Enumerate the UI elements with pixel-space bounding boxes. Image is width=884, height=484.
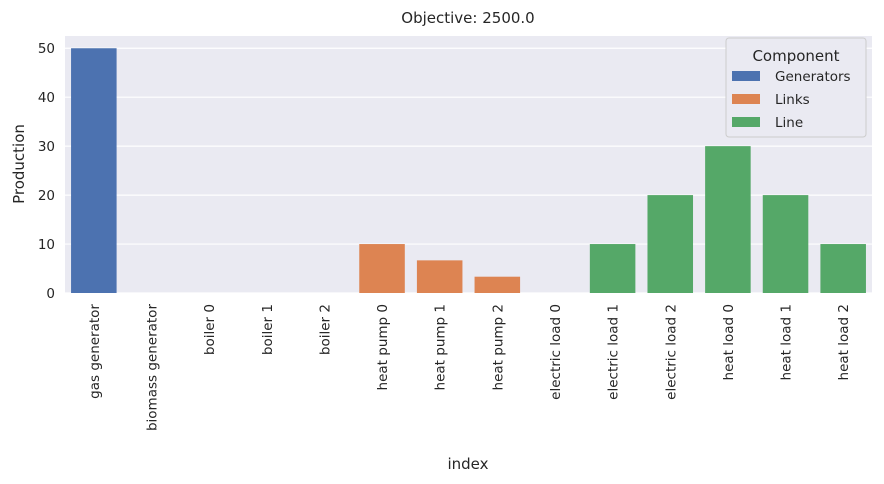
legend-label: Generators [775,69,851,85]
bar-heat-load-1 [762,195,809,293]
y-tick-label: 30 [38,139,55,155]
legend-swatch [732,94,760,104]
bar-heat-load-0 [705,146,751,293]
legend: Component Generators Links Line [725,37,867,138]
x-tick-label: heat load 2 [836,304,852,380]
bar-electric-load-1 [589,244,636,293]
bar-electric-load-2 [647,195,694,293]
x-tick-label: heat load 1 [779,304,795,380]
legend-label: Line [775,115,803,131]
y-tick-labels: 0 10 20 30 40 50 [38,41,55,302]
legend-title: Component [752,47,839,65]
bar-heat-pump-1 [416,260,463,293]
bar-heat-pump-2 [474,276,521,293]
bars [71,48,866,293]
x-tick-label: heat pump 1 [433,304,449,390]
bar-gas-generator [71,48,117,293]
legend-swatch [732,117,760,127]
legend-box [725,37,867,138]
y-tick-label: 10 [38,237,55,253]
legend-items: Generators Links Line [732,69,851,131]
legend-swatch [732,71,760,81]
x-tick-label: boiler 2 [317,304,333,355]
y-tick-label: 40 [38,90,55,106]
legend-label: Links [775,92,810,108]
y-tick-label: 50 [38,41,55,57]
x-tick-label: electric load 2 [663,304,679,400]
x-axis-label: index [447,455,488,473]
x-tick-label: boiler 1 [260,304,276,355]
y-tick-label: 0 [46,286,55,302]
y-tick-label: 20 [38,188,55,204]
x-tick-label: electric load 0 [548,304,564,400]
bar-heat-pump-0 [359,244,405,293]
chart-title: Objective: 2500.0 [401,9,534,27]
x-tick-label: heat pump 0 [375,304,391,390]
x-tick-label: biomass generator [144,304,160,431]
x-tick-label: boiler 0 [202,304,218,355]
x-tick-label: heat load 0 [721,304,737,380]
x-tick-label: gas generator [87,304,103,399]
x-tick-label: electric load 1 [606,304,622,400]
x-tick-label: heat pump 2 [490,304,506,390]
y-axis-label: Production [10,124,28,204]
bar-heat-load-2 [820,244,866,293]
x-tick-labels: gas generator biomass generator boiler 0 bo… [87,304,852,431]
